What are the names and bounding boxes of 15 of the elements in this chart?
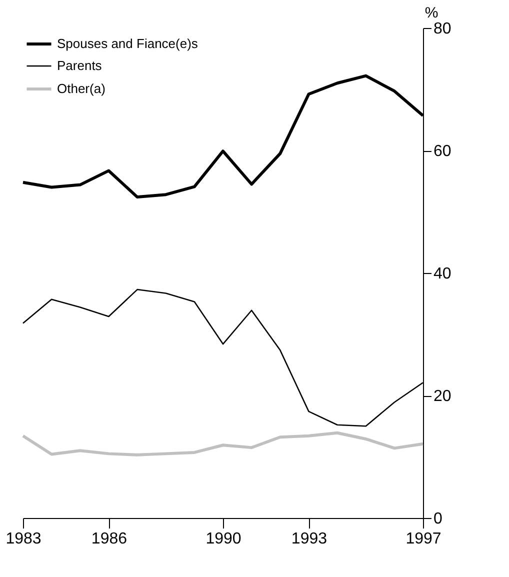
legend-label: Spouses and Fiance(e)s [57, 36, 198, 51]
y-tick-label: 80 [434, 20, 452, 38]
x-tick-label: 1986 [91, 530, 128, 548]
x-tick-label: 1997 [406, 530, 442, 548]
y-tick-label: 40 [434, 266, 452, 282]
y-axis-title: % [424, 4, 438, 22]
x-tick-label: 1993 [291, 530, 328, 548]
x-tick-label: 1990 [206, 530, 242, 548]
legend-label: Parents [57, 58, 102, 73]
x-tick-label: 1983 [6, 530, 42, 548]
line-series [22, 431, 424, 456]
legend-label: Other(a) [57, 81, 106, 96]
y-tick-label: 0 [434, 510, 442, 528]
y-tick-label: 20 [434, 388, 452, 405]
y-tick-label: 60 [434, 143, 452, 160]
